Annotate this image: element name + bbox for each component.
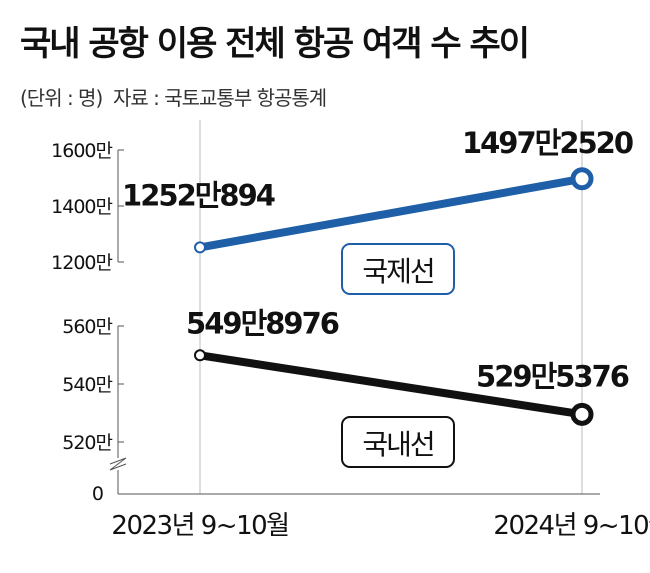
series-label: 국제선 bbox=[362, 255, 433, 288]
data-point-end-0 bbox=[570, 167, 594, 191]
unit-note: (단위 : 명) bbox=[20, 86, 103, 110]
data-point-end-1 bbox=[570, 402, 594, 426]
y-tick-label-zero: 0 bbox=[92, 483, 104, 505]
data-label: 1252만894 bbox=[122, 178, 275, 212]
y-tick-label: 1200만 bbox=[51, 252, 112, 274]
series-line-0 bbox=[196, 174, 586, 252]
x-tick-label: 2023년 9~10월 bbox=[111, 511, 288, 541]
x-tick-label: 2024년 9~10월 bbox=[493, 511, 650, 541]
data-point-start-0 bbox=[194, 241, 206, 254]
y-tick-label: 1400만 bbox=[51, 196, 112, 218]
chart-title: 국내 공항 이용 전체 항공 여객 수 추이 bbox=[20, 24, 530, 64]
data-label: 549만8976 bbox=[186, 306, 339, 340]
series-label-box bbox=[341, 416, 455, 468]
series-label: 국내선 bbox=[362, 428, 433, 461]
y-tick-label: 540만 bbox=[62, 374, 112, 396]
series-line-1 bbox=[196, 351, 586, 419]
data-label: 529만5376 bbox=[476, 359, 629, 393]
data-label: 1497만2520 bbox=[462, 126, 633, 160]
series-label-box bbox=[341, 243, 455, 295]
axis-break-mark bbox=[109, 457, 127, 471]
data-point-start-1 bbox=[194, 349, 206, 362]
y-tick-label: 520만 bbox=[62, 432, 112, 454]
y-tick-label: 560만 bbox=[62, 316, 112, 338]
y-tick-label: 1600만 bbox=[51, 140, 112, 162]
source-note: 자료 : 국토교통부 항공통계 bbox=[112, 86, 327, 110]
chart-subtitle: (단위 : 명) 자료 : 국토교통부 항공통계 bbox=[20, 82, 327, 111]
